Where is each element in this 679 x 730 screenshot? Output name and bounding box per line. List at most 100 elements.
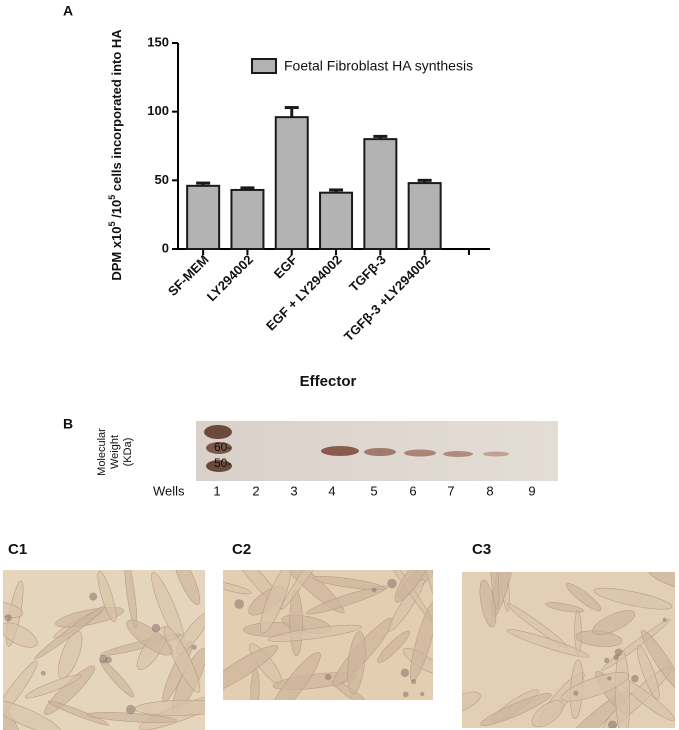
cell <box>545 602 584 613</box>
cell <box>33 605 106 660</box>
well-number: 2 <box>252 483 259 498</box>
nucleus <box>371 587 377 593</box>
nucleus <box>631 674 639 683</box>
cell <box>641 629 675 692</box>
nucleus <box>604 657 610 664</box>
cell <box>423 570 433 607</box>
bar <box>319 191 354 250</box>
cell <box>593 587 673 610</box>
well-number: 1 <box>213 483 220 498</box>
cell <box>269 652 321 700</box>
well-number: 9 <box>528 483 535 498</box>
cell <box>97 570 117 623</box>
cell <box>24 674 82 699</box>
y-axis-label-part: DPM x10 <box>109 226 124 280</box>
mw-marker: 50- <box>214 456 231 470</box>
bar <box>274 116 309 250</box>
blot-y-label: Molecular <box>96 428 108 476</box>
cell <box>480 693 552 727</box>
nucleus <box>411 678 417 685</box>
y-tick-label: 0 <box>162 240 169 255</box>
y-axis-label: DPM x105 /105 cells incorporated into HA <box>107 29 124 281</box>
cell <box>47 700 110 726</box>
nucleus <box>402 691 409 698</box>
bar <box>186 184 221 250</box>
nucleus <box>420 691 425 697</box>
cell <box>347 631 366 694</box>
y-tick-label: 100 <box>147 103 169 118</box>
cell <box>490 572 500 610</box>
cell <box>173 570 201 606</box>
well-number: 4 <box>328 483 335 498</box>
blot-y-label: (KDa) <box>122 438 134 467</box>
x-tick-label: TGFβ-3 <box>346 252 389 295</box>
cell <box>305 585 388 615</box>
panel-label: C2 <box>232 541 251 558</box>
nucleus <box>614 648 623 657</box>
y-tick-label: 50 <box>155 172 169 187</box>
cell <box>647 572 675 590</box>
cell <box>462 691 481 714</box>
y-axis-label-part: cells incorporated into HA <box>109 29 124 195</box>
cell <box>506 629 590 658</box>
cell <box>3 660 38 726</box>
nucleus <box>607 676 612 681</box>
nucleus <box>400 668 410 677</box>
cell <box>259 570 292 634</box>
legend-label: Foetal Fibroblast HA synthesis <box>284 58 473 74</box>
nucleus <box>607 720 617 728</box>
nucleus <box>387 578 397 589</box>
wells-label: Wells <box>153 483 185 498</box>
panel-label: C1 <box>8 541 27 558</box>
x-tick-label: EGF <box>271 252 301 282</box>
cell <box>3 699 62 730</box>
x-tick-label: EGF + LY294002 <box>263 252 345 334</box>
well-number: 6 <box>409 483 416 498</box>
nucleus <box>662 617 667 622</box>
cell <box>223 581 252 595</box>
y-tick-label: 150 <box>147 34 169 49</box>
nucleus <box>104 656 112 664</box>
nucleus <box>324 673 332 681</box>
y-axis-label-part: 5 <box>107 221 117 226</box>
cell <box>377 630 410 663</box>
nucleus <box>573 690 579 696</box>
x-tick-label: LY294002 <box>204 252 256 304</box>
panel-label: B <box>63 416 73 432</box>
cell <box>565 583 602 612</box>
well-number: 5 <box>370 483 377 498</box>
y-axis-label-part: 5 <box>107 195 117 200</box>
nucleus <box>234 599 244 609</box>
cell <box>250 668 260 700</box>
well-number: 7 <box>447 483 454 498</box>
nucleus <box>191 644 197 650</box>
nucleus <box>40 670 46 676</box>
cell <box>275 570 345 614</box>
error-bar <box>284 106 299 118</box>
well-number: 8 <box>486 483 493 498</box>
bar <box>407 182 442 250</box>
nucleus <box>151 623 161 633</box>
cell <box>637 645 660 700</box>
y-axis-label-part: /10 <box>109 200 124 222</box>
cell <box>223 645 278 696</box>
cell <box>394 570 432 603</box>
cell <box>164 626 201 693</box>
bar <box>230 188 265 251</box>
nucleus <box>125 704 136 715</box>
nucleus <box>4 614 12 622</box>
cell <box>479 579 497 628</box>
cell <box>280 570 333 611</box>
x-tick-label: TGFβ-3 +LY294002 <box>341 252 433 344</box>
well-number: 3 <box>290 483 297 498</box>
bar <box>363 138 398 250</box>
panel-label: A <box>63 3 73 19</box>
blot-bands <box>204 425 509 472</box>
nucleus <box>89 592 98 601</box>
cell <box>312 576 385 591</box>
blot-y-label: Weight <box>109 435 121 469</box>
panel-label: C3 <box>472 541 491 558</box>
legend-swatch <box>251 58 277 74</box>
cell <box>3 622 38 648</box>
